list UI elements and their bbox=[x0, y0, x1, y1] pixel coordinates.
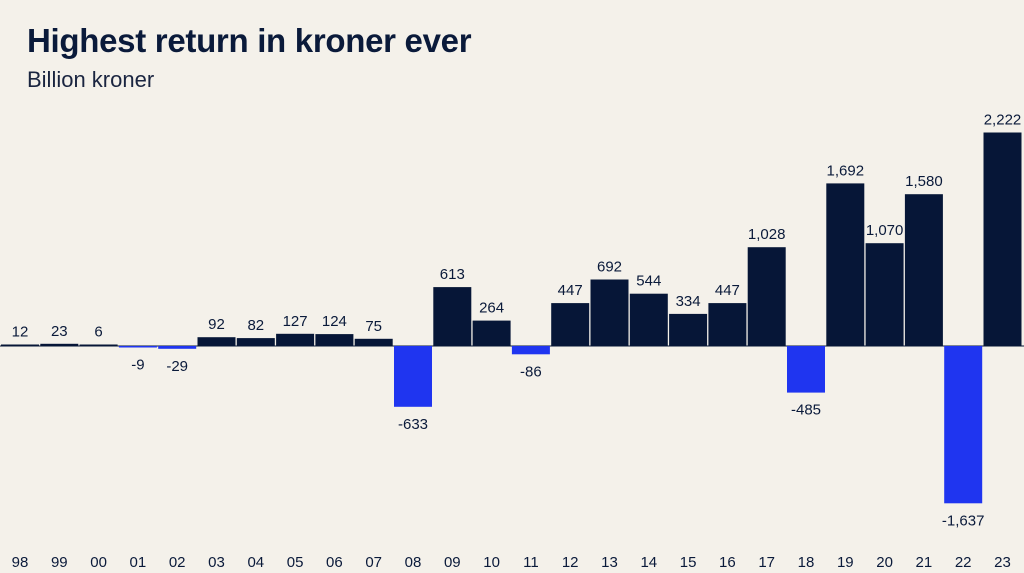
bar bbox=[747, 247, 786, 346]
bar bbox=[315, 334, 354, 346]
x-tick-label: 01 bbox=[130, 554, 147, 571]
x-tick-label: 99 bbox=[51, 554, 68, 571]
x-tick-label: 13 bbox=[601, 554, 618, 571]
x-tick-label: 18 bbox=[798, 554, 815, 571]
x-tick-label: 08 bbox=[405, 554, 422, 571]
bar bbox=[511, 346, 550, 355]
data-label: 544 bbox=[636, 273, 661, 290]
x-tick-label: 07 bbox=[365, 554, 382, 571]
bar bbox=[433, 287, 472, 346]
x-tick-label: 14 bbox=[640, 554, 657, 571]
data-label: 23 bbox=[51, 323, 68, 340]
bar bbox=[236, 338, 275, 346]
bar bbox=[40, 343, 79, 346]
data-label: 124 bbox=[322, 313, 347, 330]
x-tick-label: 12 bbox=[562, 554, 579, 571]
x-tick-label: 00 bbox=[90, 554, 107, 571]
data-label: 1,692 bbox=[827, 162, 865, 179]
x-tick-label: 16 bbox=[719, 554, 736, 571]
data-label: 127 bbox=[283, 313, 308, 330]
data-label: 75 bbox=[365, 318, 382, 335]
data-label: 264 bbox=[479, 300, 504, 317]
data-label: -633 bbox=[398, 416, 428, 433]
bar bbox=[158, 346, 197, 349]
bar bbox=[669, 313, 708, 346]
bar bbox=[983, 132, 1022, 346]
bar bbox=[551, 303, 590, 346]
chart-subtitle: Billion kroner bbox=[27, 67, 155, 92]
x-tick-label: 22 bbox=[955, 554, 972, 571]
x-tick-label: 21 bbox=[916, 554, 933, 571]
bar bbox=[1, 344, 39, 346]
bar bbox=[904, 194, 943, 346]
data-label: -29 bbox=[166, 358, 188, 375]
x-tick-label: 11 bbox=[523, 554, 539, 571]
bar bbox=[472, 320, 511, 346]
bar bbox=[944, 346, 983, 504]
x-tick-label: 15 bbox=[680, 554, 697, 571]
bar bbox=[79, 344, 118, 346]
bar bbox=[354, 338, 393, 346]
x-tick-label: 23 bbox=[994, 554, 1011, 571]
bar bbox=[826, 183, 865, 346]
bar bbox=[708, 303, 747, 346]
data-label: 447 bbox=[558, 282, 583, 299]
x-tick-label: 05 bbox=[287, 554, 304, 571]
data-label: 1,070 bbox=[866, 222, 904, 239]
data-label: 2,222 bbox=[984, 112, 1022, 129]
data-label: 12 bbox=[12, 324, 29, 341]
x-tick-label: 20 bbox=[876, 554, 893, 571]
data-label: 6 bbox=[94, 324, 102, 341]
bar bbox=[276, 333, 315, 346]
bar bbox=[394, 346, 432, 407]
x-tick-label: 10 bbox=[483, 554, 500, 571]
data-label: 1,028 bbox=[748, 226, 786, 243]
x-tick-label: 03 bbox=[208, 554, 225, 571]
x-tick-label: 19 bbox=[837, 554, 854, 571]
x-tick-label: 02 bbox=[169, 554, 186, 571]
data-label: -1,637 bbox=[942, 512, 985, 529]
data-label: 447 bbox=[715, 282, 740, 299]
data-label: 1,580 bbox=[905, 173, 943, 190]
data-label: -9 bbox=[131, 357, 144, 374]
data-label: 92 bbox=[208, 316, 225, 333]
bar bbox=[590, 279, 629, 346]
x-tick-label: 09 bbox=[444, 554, 461, 571]
chart-title: Highest return in kroner ever bbox=[27, 22, 472, 59]
bar bbox=[118, 346, 157, 348]
x-tick-label: 98 bbox=[12, 554, 29, 571]
data-label: 82 bbox=[247, 317, 264, 334]
bar bbox=[629, 293, 668, 346]
data-label: 334 bbox=[676, 293, 701, 310]
data-label: 613 bbox=[440, 266, 465, 283]
bar bbox=[787, 346, 825, 393]
x-tick-label: 17 bbox=[758, 554, 775, 571]
bar bbox=[865, 243, 904, 346]
data-label: -485 bbox=[791, 402, 821, 419]
bar bbox=[197, 337, 236, 346]
data-label: -86 bbox=[520, 363, 542, 380]
x-tick-label: 06 bbox=[326, 554, 343, 571]
data-label: 692 bbox=[597, 259, 622, 276]
x-tick-label: 04 bbox=[247, 554, 264, 571]
